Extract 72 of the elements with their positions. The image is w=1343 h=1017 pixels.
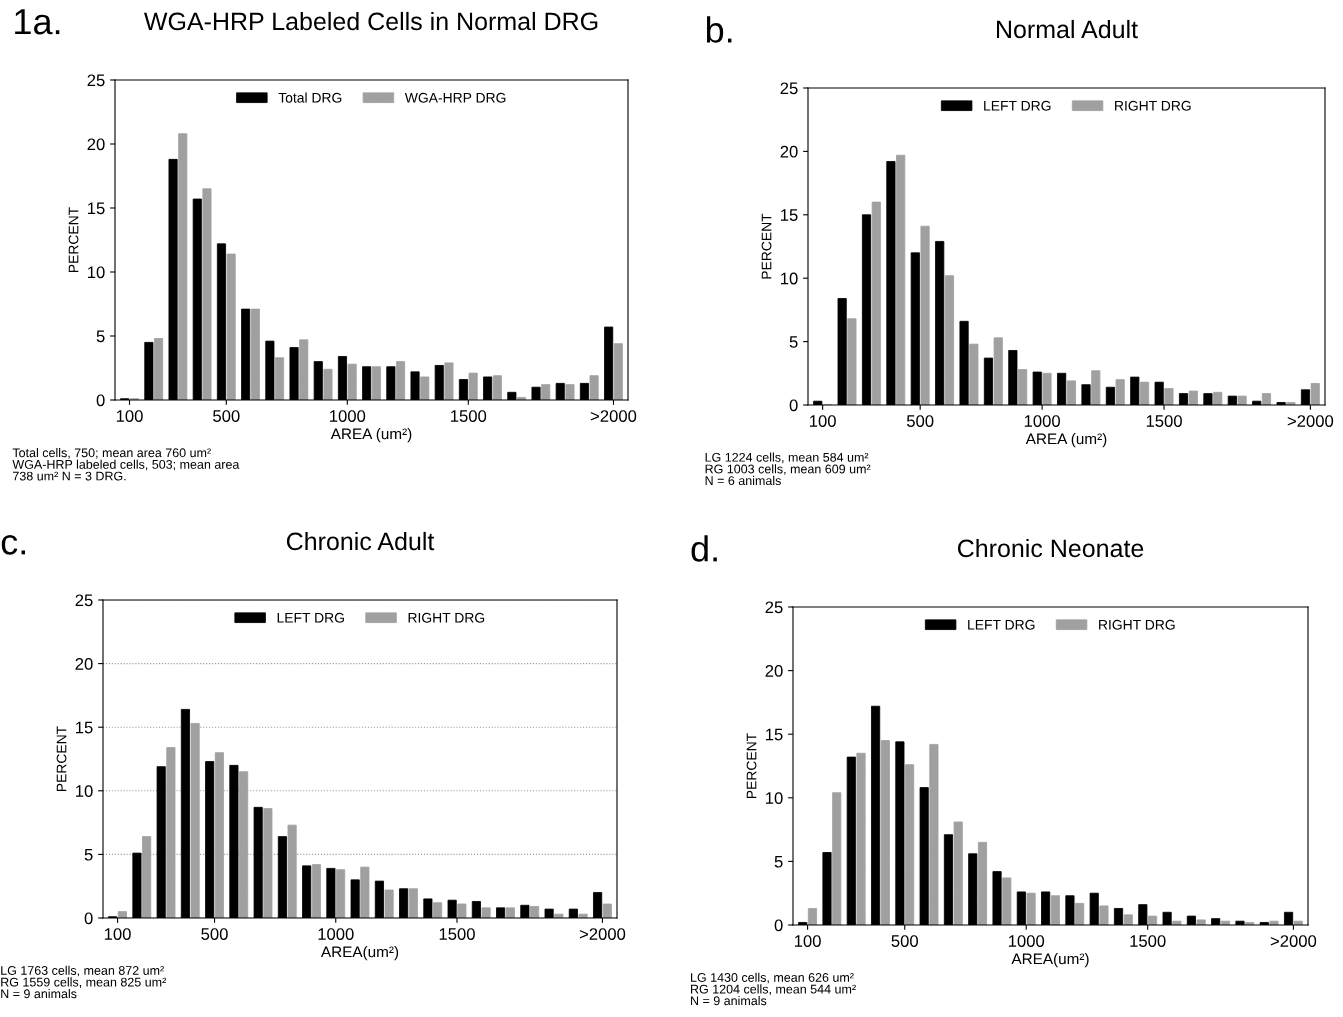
x-tick-label: 1000 (1024, 415, 1060, 427)
y-axis-title: PERCENT (56, 726, 67, 792)
y-tick-label: 20 (75, 658, 93, 670)
text: c. (1, 534, 25, 555)
legend-label: LEFT DRG (984, 100, 1051, 111)
y-tick-label: 25 (87, 74, 105, 87)
y-tick-label: 10 (766, 792, 783, 804)
y-tick-label: 5 (84, 848, 93, 861)
y-axis-title: PERCENT (68, 207, 79, 273)
y-axis-title: PERCENT (761, 213, 772, 279)
y-tick-label: 25 (780, 82, 798, 95)
y-tick-label: 10 (76, 785, 93, 797)
x-axis-title: AREA (um²) (330, 428, 412, 443)
x-axis-title: AREA(um²) (320, 946, 399, 961)
x-tick-label: 100 (116, 410, 143, 422)
text: 1a. (15, 9, 60, 35)
y-tick-label: 15 (781, 209, 798, 221)
text: b. (706, 16, 732, 43)
x-tick-label: 500 (906, 415, 934, 427)
y-tick-label: 0 (789, 399, 798, 412)
y-tick-label: 20 (765, 665, 783, 677)
y-tick-label: 15 (88, 202, 105, 215)
y-tick-label: 0 (774, 919, 783, 932)
x-axis-title: AREA (um²) (1025, 433, 1107, 448)
x-tick-label: 500 (891, 935, 918, 947)
x-tick-label: 1000 (1008, 935, 1045, 947)
x-tick-label: 1500 (451, 410, 487, 422)
y-tick-label: 10 (88, 266, 105, 279)
x-tick-label: >2000 (1270, 935, 1317, 947)
x-tick-label: 1500 (1146, 415, 1182, 427)
y-tick-label: 5 (774, 855, 783, 868)
y-tick-label: 5 (96, 330, 105, 343)
chart-title: Normal Adult (996, 19, 1138, 39)
y-tick-label: 25 (765, 601, 783, 614)
y-tick-label: 5 (789, 336, 798, 348)
x-tick-label: 1000 (330, 410, 366, 422)
text: d. (691, 535, 717, 562)
chart-title: Chronic Neonate (957, 538, 1144, 558)
x-tick-label: 100 (104, 928, 131, 940)
legend-label: RIGHT DRG (1115, 100, 1191, 111)
x-tick-label: 500 (201, 928, 228, 940)
text: LG 1430 cells, mean 626 um² RG 1204 cells, mean 544 um² N = 9 animals (691, 972, 856, 1006)
legend-label: RIGHT DRG (408, 612, 485, 623)
y-axis-title: PERCENT (746, 733, 757, 799)
y-tick-label: 20 (780, 145, 798, 158)
text: LG 1763 cells, mean 872 um² RG 1559 cells, mean 825 um² N = 9 animals (1, 965, 167, 999)
legend-label: RIGHT DRG (1099, 619, 1175, 630)
chart-title: WGA-HRP Labeled Cells in Normal DRG (144, 11, 598, 31)
x-tick-label: >2000 (1287, 415, 1334, 427)
legend-label: Total DRG (278, 92, 342, 103)
x-tick-label: >2000 (579, 928, 626, 940)
text: LG 1224 cells, mean 584 um² RG 1003 cells, mean 609 um² N = 6 animals (705, 452, 871, 486)
legend-label: LEFT DRG (277, 612, 344, 623)
x-tick-label: 1500 (439, 928, 475, 940)
y-tick-label: 0 (96, 394, 105, 407)
x-tick-label: >2000 (590, 410, 637, 422)
x-tick-label: 1000 (318, 928, 354, 940)
x-axis-title: AREA(um²) (1011, 953, 1089, 968)
y-tick-label: 15 (76, 721, 93, 734)
x-tick-label: 100 (794, 935, 821, 947)
chart-title: Chronic Adult (286, 531, 435, 551)
y-tick-label: 25 (75, 594, 93, 607)
legend-label: LEFT DRG (968, 619, 1035, 630)
text: Total cells, 750; mean area 760 um² WGA-HRP labeled cells, 503; mean area 738 um² N = 3 DRG. (12, 448, 240, 481)
x-tick-label: 100 (810, 415, 836, 427)
y-tick-label: 15 (766, 728, 783, 741)
x-tick-label: 500 (213, 410, 240, 422)
x-tick-label: 1500 (1130, 935, 1166, 947)
y-tick-label: 20 (87, 138, 105, 151)
y-tick-label: 0 (84, 912, 93, 925)
legend-label: WGA-HRP DRG (404, 92, 506, 103)
y-tick-label: 10 (781, 272, 798, 285)
